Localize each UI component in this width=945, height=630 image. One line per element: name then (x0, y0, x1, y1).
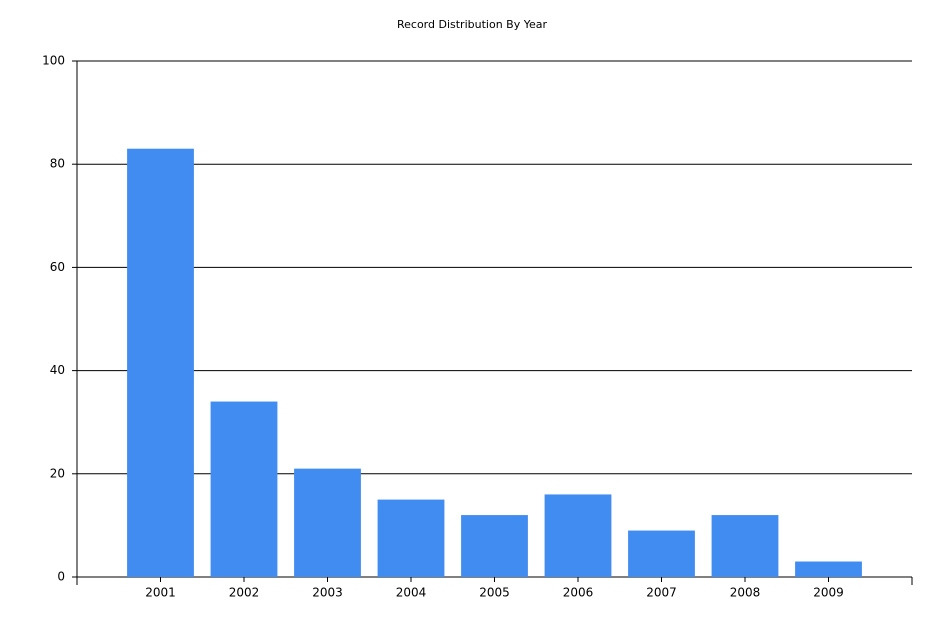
chart-title: Record Distribution By Year (397, 18, 547, 31)
y-tick-label: 80 (50, 157, 65, 171)
x-tick-label: 2006 (563, 586, 594, 600)
x-tick-label: 2002 (229, 586, 260, 600)
x-tick-label: 2005 (479, 586, 510, 600)
y-tick-label: 100 (42, 54, 65, 68)
x-tick-label: 2007 (646, 586, 677, 600)
bar (711, 515, 779, 577)
bar (461, 515, 528, 577)
y-tick-label: 60 (50, 260, 65, 274)
bar (795, 561, 862, 577)
bar (628, 530, 695, 577)
bar (294, 468, 361, 577)
x-tick-label: 2009 (813, 586, 844, 600)
y-tick-label: 20 (50, 466, 65, 480)
x-tick-label: 2004 (396, 586, 427, 600)
x-tick-label: 2003 (312, 586, 343, 600)
y-tick-label: 40 (50, 363, 65, 377)
bar (377, 499, 445, 577)
bar (127, 148, 194, 577)
bar (210, 401, 278, 577)
y-tick-label: 0 (57, 570, 65, 584)
x-tick-label: 2001 (145, 586, 176, 600)
x-tick-label: 2008 (730, 586, 761, 600)
bar (544, 494, 612, 577)
